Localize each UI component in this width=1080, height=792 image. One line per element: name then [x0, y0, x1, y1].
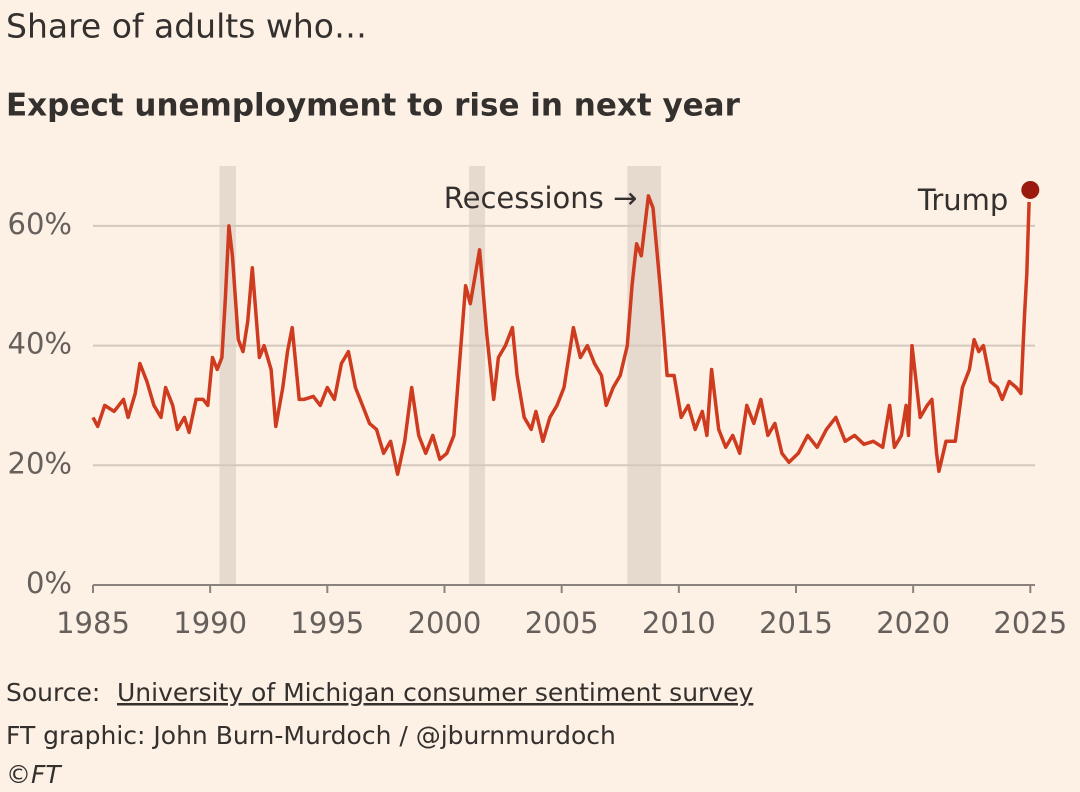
- highlight-label: Trump: [917, 183, 1008, 217]
- x-tick-label: 1985: [56, 606, 130, 640]
- chart-subtitle: Expect unemployment to rise in next year: [6, 88, 741, 124]
- x-tick-label: 2000: [408, 606, 482, 640]
- y-tick-label: 60%: [8, 207, 72, 241]
- x-tick-label: 2010: [642, 606, 716, 640]
- source-link[interactable]: University of Michigan consumer sentimen…: [117, 678, 753, 707]
- chart-title: Share of adults who…: [6, 7, 367, 46]
- y-tick-label: 20%: [8, 446, 72, 480]
- x-tick-label: 1990: [173, 606, 247, 640]
- data-line: [91, 194, 1031, 477]
- y-tick-label: 0%: [26, 566, 72, 600]
- recession-label: Recessions →: [444, 181, 638, 215]
- source-prefix: Source:: [6, 678, 100, 707]
- highlight-point: [1021, 180, 1040, 199]
- plot: 0% 20% 40% 60% 1985 1990 1995 2000 2005 2010 2015 2…: [8, 166, 1067, 640]
- credit: FT graphic: John Burn-Murdoch / @jburnmu…: [6, 721, 616, 750]
- x-tick-label: 1995: [290, 606, 364, 640]
- x-tick-label: 2015: [759, 606, 833, 640]
- y-tick-label: 40%: [8, 327, 72, 361]
- x-tick-label: 2005: [525, 606, 599, 640]
- x-tick-label: 2020: [876, 606, 950, 640]
- x-tick-label: 2025: [993, 606, 1067, 640]
- recession-band: [469, 166, 486, 585]
- copyright: ©FT: [6, 760, 62, 789]
